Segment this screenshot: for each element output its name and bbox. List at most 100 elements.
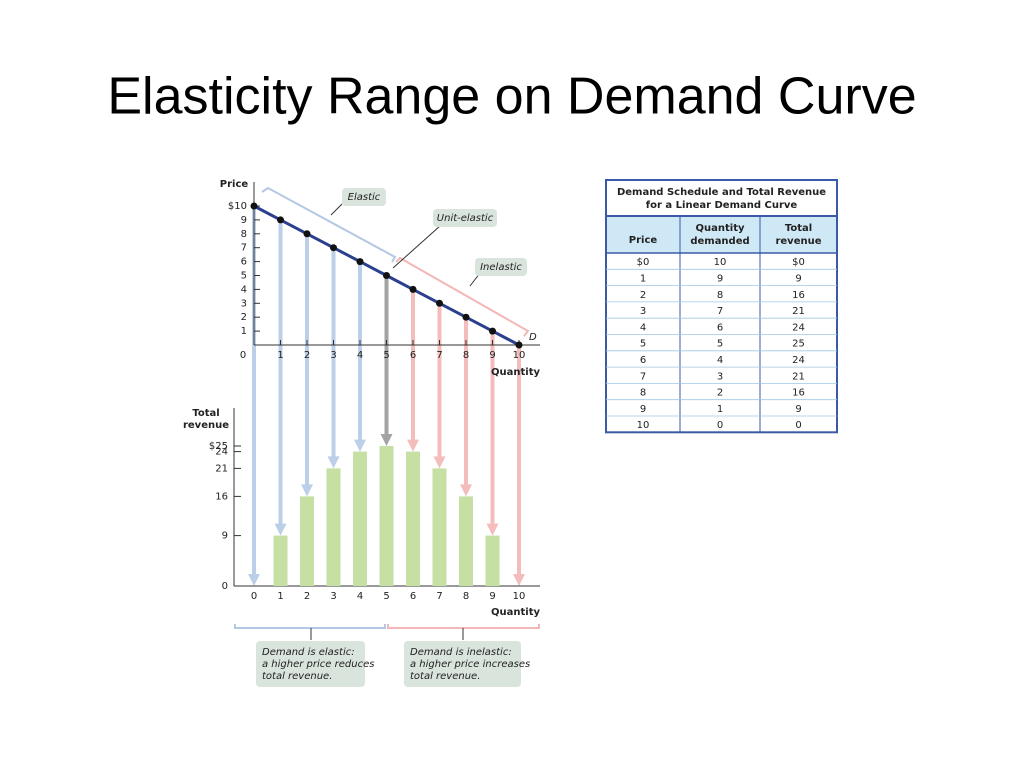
point bbox=[489, 327, 496, 335]
x-tick-label: 5 bbox=[383, 591, 389, 602]
annotation-box bbox=[342, 188, 386, 206]
cell: 6 bbox=[640, 355, 646, 366]
annotation: a higher price increases bbox=[410, 659, 530, 670]
annotation: Demand is inelastic: bbox=[410, 647, 512, 658]
cell: 10 bbox=[637, 420, 650, 431]
bar bbox=[459, 496, 473, 586]
annotation: Elastic bbox=[348, 192, 381, 203]
cell: 3 bbox=[717, 371, 723, 382]
bar bbox=[379, 446, 394, 586]
x-tick-label: 0 bbox=[240, 350, 246, 361]
point bbox=[515, 341, 523, 349]
y-axis-label: Total bbox=[192, 408, 219, 419]
x-tick-label: 9 bbox=[489, 350, 495, 361]
x-tick-label: 10 bbox=[513, 350, 526, 361]
cell: 8 bbox=[717, 290, 723, 301]
annotation: Demand is elastic: bbox=[262, 647, 355, 658]
y-tick-label: 6 bbox=[241, 257, 247, 268]
cell: $0 bbox=[792, 257, 805, 268]
x-axis-label: Quantity bbox=[491, 607, 540, 618]
x-tick-label: 0 bbox=[251, 591, 257, 602]
cell: 9 bbox=[640, 404, 646, 415]
x-tick-label: 1 bbox=[277, 350, 283, 361]
y-tick-label: 2 bbox=[241, 312, 247, 323]
y-tick-label: 8 bbox=[241, 229, 247, 240]
series-label: D bbox=[529, 332, 537, 343]
cell: 5 bbox=[640, 339, 646, 350]
bar bbox=[485, 535, 500, 586]
arrow-head bbox=[380, 434, 393, 446]
annotation: Unit-elastic bbox=[437, 213, 494, 224]
bar bbox=[326, 468, 341, 586]
point bbox=[436, 299, 443, 307]
y-tick-label: $25 bbox=[209, 441, 228, 452]
point bbox=[303, 230, 311, 238]
y-axis-label: Price bbox=[220, 179, 249, 190]
y-tick-label: 9 bbox=[222, 531, 228, 542]
cell: 0 bbox=[717, 420, 723, 431]
annotation: total revenue. bbox=[410, 671, 480, 682]
cell: 0 bbox=[795, 420, 801, 431]
point bbox=[409, 285, 417, 293]
x-tick-label: 3 bbox=[330, 350, 336, 361]
point bbox=[383, 272, 390, 279]
arrow-head bbox=[327, 456, 340, 469]
point bbox=[250, 202, 258, 210]
arrow-head bbox=[460, 484, 472, 497]
x-tick-label: 4 bbox=[357, 350, 363, 361]
x-tick-label: 9 bbox=[489, 591, 495, 602]
point bbox=[356, 258, 364, 266]
cell: 7 bbox=[717, 306, 723, 317]
inelastic-bracket bbox=[387, 624, 540, 629]
table-title: for a Linear Demand Curve bbox=[646, 200, 798, 211]
cell: 25 bbox=[792, 339, 805, 350]
x-tick-label: 6 bbox=[410, 350, 416, 361]
x-tick-label: 4 bbox=[357, 591, 363, 602]
annotation-box bbox=[404, 641, 521, 687]
x-tick-label: 8 bbox=[463, 591, 469, 602]
arrow-head bbox=[486, 523, 499, 536]
table-title: Demand Schedule and Total Revenue bbox=[617, 187, 826, 198]
cell: 6 bbox=[717, 322, 723, 333]
annotation: total revenue. bbox=[262, 671, 332, 682]
elastic-bracket bbox=[234, 624, 386, 629]
arrow-head bbox=[301, 484, 313, 497]
annotation-box bbox=[433, 209, 497, 227]
annotation: Inelastic bbox=[480, 262, 522, 273]
bar bbox=[353, 451, 367, 586]
cell: 5 bbox=[717, 339, 723, 350]
x-tick-label: 5 bbox=[383, 350, 389, 361]
cell: 2 bbox=[640, 290, 646, 301]
arrow-head bbox=[274, 523, 287, 536]
y-tick-label: 3 bbox=[241, 298, 247, 309]
y-tick-label: 1 bbox=[241, 326, 247, 337]
y-tick-label: 21 bbox=[215, 463, 228, 474]
y-tick-label: 24 bbox=[215, 447, 228, 458]
x-tick-label: 10 bbox=[513, 591, 526, 602]
column-header: Price bbox=[629, 235, 658, 246]
inelastic-bracket bbox=[395, 256, 530, 337]
bar bbox=[406, 451, 420, 586]
cell: 21 bbox=[792, 371, 805, 382]
x-tick-label: 6 bbox=[410, 591, 416, 602]
cell: 16 bbox=[792, 290, 805, 301]
column-header: Quantity bbox=[696, 223, 745, 234]
x-axis-label: Quantity bbox=[491, 367, 540, 378]
x-tick-label: 8 bbox=[463, 350, 469, 361]
table-header-bg bbox=[607, 216, 836, 253]
cell: 9 bbox=[717, 273, 723, 284]
arrow-head bbox=[354, 439, 366, 452]
y-tick-label: 9 bbox=[241, 215, 247, 226]
cell: 2 bbox=[717, 388, 723, 399]
y-tick-label: 7 bbox=[241, 243, 247, 254]
annotation-box bbox=[475, 258, 527, 276]
arrow-head bbox=[407, 439, 419, 452]
point bbox=[330, 244, 337, 252]
y-axis-label: revenue bbox=[183, 420, 229, 431]
y-tick-label: 4 bbox=[241, 284, 247, 295]
cell: 21 bbox=[792, 306, 805, 317]
cell: 10 bbox=[714, 257, 727, 268]
cell: 1 bbox=[717, 404, 723, 415]
pointer bbox=[392, 225, 441, 269]
